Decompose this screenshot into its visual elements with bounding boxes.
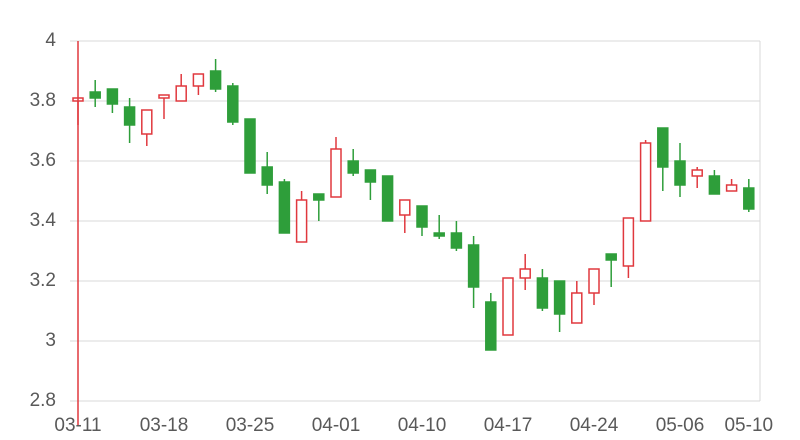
candle-body <box>605 253 617 261</box>
candle-body <box>141 109 153 135</box>
y-tick-label: 2.8 <box>30 390 56 411</box>
candle-body <box>381 175 394 222</box>
candle-body <box>485 301 497 351</box>
candle-body <box>158 94 170 99</box>
x-tick-label: 05-10 <box>724 415 773 436</box>
candle-body <box>175 85 187 102</box>
candle-body <box>588 268 600 294</box>
candle-body <box>416 205 428 228</box>
x-tick-label: 03-11 <box>54 415 101 436</box>
x-tick-label: 03-25 <box>226 415 275 436</box>
y-tick-label: 3 <box>45 330 56 351</box>
y-tick-label: 3.8 <box>30 90 56 111</box>
candle-body <box>657 127 669 168</box>
y-tick-label: 4 <box>45 30 56 51</box>
y-tick-label: 3.6 <box>30 150 56 171</box>
candle-body <box>502 277 514 336</box>
candle-body <box>639 142 652 222</box>
candle-body <box>571 292 583 324</box>
x-tick-label: 04-01 <box>312 415 361 436</box>
x-tick-label: 03-18 <box>140 415 189 436</box>
candle-body <box>209 70 222 90</box>
candle-body <box>261 166 273 186</box>
candle-body <box>399 199 411 216</box>
candle-body <box>244 118 256 174</box>
candle-body <box>536 277 549 309</box>
y-tick-label: 3.2 <box>30 270 56 291</box>
candle-body <box>347 160 359 174</box>
x-tick-label: 05-06 <box>656 415 705 436</box>
x-tick-label: 04-17 <box>484 415 533 436</box>
y-tick-label: 3.4 <box>30 210 57 231</box>
candle-body <box>467 244 480 288</box>
candle-body <box>450 232 463 249</box>
candle-body <box>674 160 686 186</box>
candle-body <box>622 217 635 267</box>
candle-body <box>519 268 531 279</box>
candle-body <box>553 280 566 315</box>
candle-body <box>295 199 308 243</box>
candle-body <box>106 88 119 105</box>
candle-body <box>123 106 136 126</box>
candle-body <box>364 169 377 183</box>
candle-body <box>433 232 445 237</box>
candle-body <box>691 169 703 177</box>
candle-body <box>278 181 291 234</box>
candle-body <box>227 85 239 123</box>
candle-body <box>330 148 342 198</box>
x-tick-label: 04-24 <box>570 415 619 436</box>
candle-body <box>743 187 755 210</box>
x-tick-label: 04-10 <box>398 415 447 436</box>
candle-body <box>192 73 205 87</box>
candle-body <box>313 193 325 201</box>
candle-body <box>89 91 101 99</box>
candle-body <box>708 175 721 195</box>
candle-body <box>725 184 738 192</box>
